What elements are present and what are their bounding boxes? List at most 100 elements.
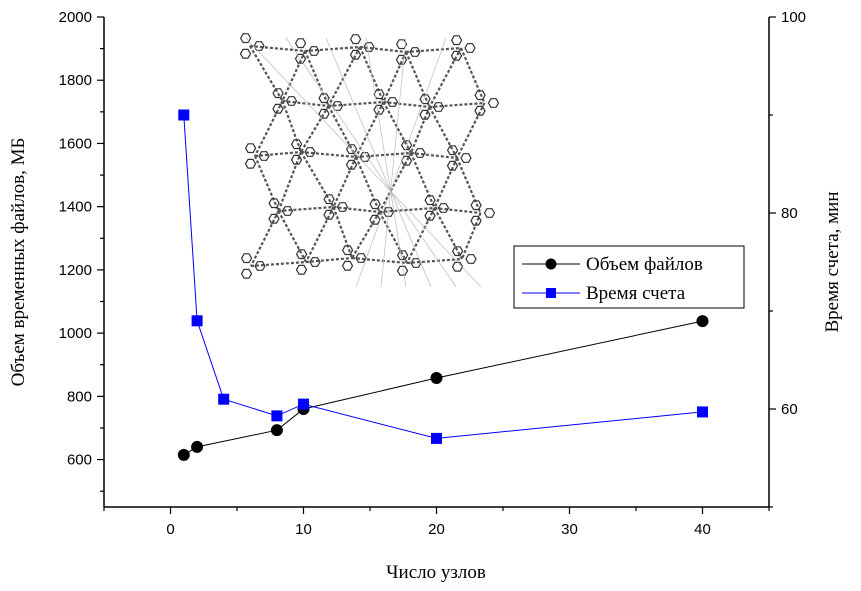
inset-bond <box>249 45 284 102</box>
inset-ring <box>345 159 358 170</box>
data-point-volume <box>696 315 709 328</box>
y-right-tick-label: 100 <box>781 9 806 26</box>
inset-ring <box>369 199 381 210</box>
data-point-time <box>697 406 708 418</box>
inset-bond <box>433 157 459 209</box>
y-left-tick-label: 1800 <box>59 72 92 89</box>
legend-label-volume: Объем файлов <box>586 254 703 275</box>
inset-bond <box>428 47 462 108</box>
inset-ring <box>285 96 298 106</box>
inset-ring <box>369 214 381 225</box>
inset-ring <box>410 258 422 268</box>
inset-ring <box>341 260 354 271</box>
inset-bond <box>328 100 384 108</box>
inset-bond <box>332 156 358 208</box>
x-tick-label: 40 <box>694 521 711 538</box>
inset-ring <box>465 254 477 264</box>
inset-ring <box>395 39 408 50</box>
inset-ring <box>483 208 496 218</box>
y-left-tick-label: 1200 <box>59 262 92 279</box>
inset-bond <box>300 150 357 159</box>
legend-label-time: Время счета <box>586 283 686 304</box>
inset-ring <box>295 249 308 260</box>
inset-bond <box>460 212 482 260</box>
inset-guide-line <box>325 37 432 288</box>
inset-ring <box>460 153 472 163</box>
inset-bond <box>327 46 361 107</box>
inset-ring <box>239 48 252 59</box>
inset-ring <box>474 105 486 116</box>
inset-ring <box>470 215 482 226</box>
y-left-tick-label: 1600 <box>59 135 92 152</box>
x-tick-label: 30 <box>561 521 578 538</box>
inset-ring <box>464 43 476 53</box>
x-tick-label: 20 <box>428 521 445 538</box>
inset-ring <box>341 245 354 256</box>
inset-bond <box>250 210 280 267</box>
inset-bond <box>355 151 412 159</box>
inset-ring <box>318 93 330 104</box>
y-left-axis-title: Объем временных файлов, МБ <box>8 138 29 387</box>
y-left-tick-label: 1000 <box>59 325 92 342</box>
inset-bond <box>405 46 462 54</box>
molecular-network-image <box>236 30 500 295</box>
inset-ring <box>349 49 362 60</box>
data-point-volume <box>430 372 443 385</box>
inset-ring <box>373 89 385 100</box>
data-point-volume <box>177 448 190 461</box>
inset-ring <box>373 104 385 115</box>
inset-ring <box>359 152 371 162</box>
inset-ring <box>294 38 307 49</box>
y-left-tick-label: 1400 <box>59 199 92 216</box>
x-tick-label: 0 <box>166 521 174 538</box>
series-line-0 <box>183 320 703 456</box>
inset-ring <box>446 160 459 171</box>
inset-guide-line <box>355 37 447 288</box>
inset-ring <box>309 257 321 267</box>
inset-bond <box>254 100 284 157</box>
inset-ring <box>424 210 436 221</box>
inset-ring <box>323 194 335 205</box>
inset-guide-line <box>245 37 482 288</box>
axis-ticks: 0 10 20 30 40 600 800 1000 1200 1400 1600 1800 2000 6… <box>59 9 806 538</box>
legend-marker-volume <box>545 258 557 270</box>
series-markers <box>177 109 709 461</box>
inset-bond <box>333 205 380 214</box>
inset-ring <box>272 88 284 99</box>
inset-ring <box>470 200 482 211</box>
inset-bond <box>281 50 307 102</box>
inset-bond <box>278 205 334 213</box>
inset-ring <box>258 151 270 161</box>
data-point-time <box>178 109 190 121</box>
y-right-tick-label: 60 <box>781 401 798 418</box>
inset-ring <box>419 109 431 120</box>
inset-bond <box>379 206 435 214</box>
inset-ring <box>268 198 280 209</box>
inset-ring <box>363 42 375 52</box>
inset-ring <box>336 202 349 212</box>
inset-ring <box>450 50 463 61</box>
inset-ring <box>244 143 257 154</box>
inset-ring <box>450 35 463 46</box>
y-left-tick-label: 600 <box>67 452 92 469</box>
inset-ring <box>244 158 257 169</box>
inset-ring <box>318 108 330 119</box>
inset-ring <box>240 253 253 264</box>
inset-bond <box>383 100 430 109</box>
inset-ring <box>414 148 426 158</box>
data-point-volume <box>270 424 283 437</box>
y-left-tick-label: 800 <box>67 388 92 405</box>
inset-ring <box>396 250 409 261</box>
data-point-time <box>271 410 283 422</box>
data-point-time <box>218 393 230 405</box>
inset-ring <box>240 268 253 279</box>
inset-ring <box>295 264 308 275</box>
inset-bond <box>277 151 303 212</box>
inset-bond <box>378 152 412 213</box>
inset-ring <box>239 33 252 44</box>
inset-ring <box>308 46 320 56</box>
inset-ring <box>451 261 464 272</box>
inset-ring <box>290 154 303 165</box>
inset-bond <box>254 150 302 158</box>
inset-guide-line <box>285 37 457 288</box>
